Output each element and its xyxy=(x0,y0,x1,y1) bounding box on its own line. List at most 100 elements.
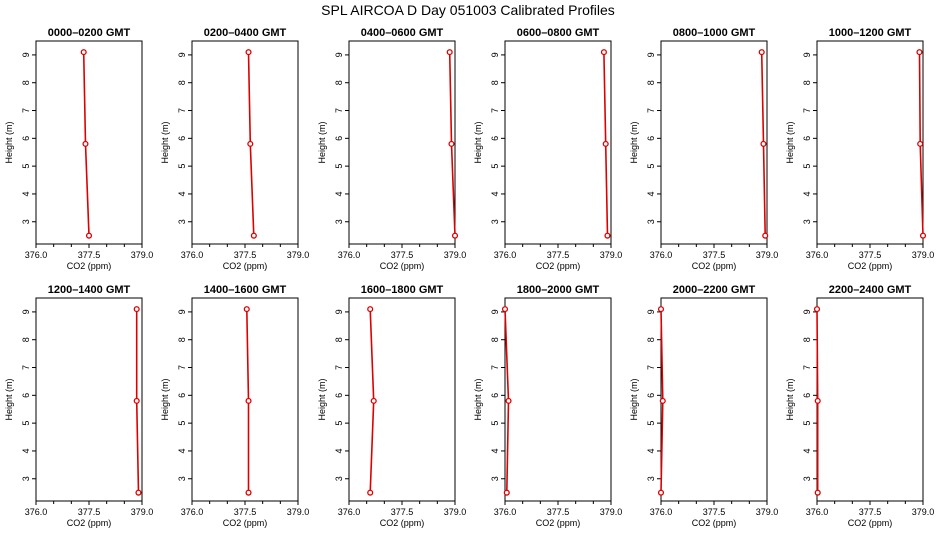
x-tick-label: 377.5 xyxy=(78,507,101,517)
x-tick-label: 379.0 xyxy=(756,250,779,260)
data-point xyxy=(82,140,89,147)
x-tick-label: 379.0 xyxy=(912,507,935,517)
data-point xyxy=(503,489,510,496)
y-axis-label: Height (m) xyxy=(317,378,327,420)
panel-title: 2000–2200 GMT xyxy=(673,284,756,296)
x-tick-label: 376.0 xyxy=(494,507,517,517)
y-axis-label: Height (m) xyxy=(4,121,14,163)
panel-11: 2000–2200 GMT 376.0 377.5 379.0 3 4 5 6 7 8 9 CO2 (… xyxy=(629,284,778,528)
y-tick-label: 7 xyxy=(21,108,31,113)
panel-9: 1600–1800 GMT 376.0 377.5 379.0 3 4 5 6 7 8 9 CO2 (… xyxy=(317,284,466,528)
x-tick-label: 377.5 xyxy=(547,507,570,517)
y-tick-label: 9 xyxy=(21,309,31,314)
panel-title: 2200–2400 GMT xyxy=(829,284,912,296)
y-tick-label: 4 xyxy=(177,191,187,196)
x-tick-label: 377.5 xyxy=(78,250,101,260)
data-point xyxy=(659,397,666,404)
y-tick-label: 5 xyxy=(490,164,500,169)
y-tick-label: 6 xyxy=(177,136,187,141)
y-tick-label: 5 xyxy=(177,421,187,426)
y-tick-label: 5 xyxy=(802,164,812,169)
y-tick-label: 3 xyxy=(334,219,344,224)
x-tick-label: 376.0 xyxy=(338,507,361,517)
y-axis-label: Height (m) xyxy=(160,378,170,420)
plot-frame xyxy=(660,40,768,245)
data-point xyxy=(604,232,611,239)
x-tick-label: 376.0 xyxy=(806,250,829,260)
x-tick-label: 377.5 xyxy=(703,507,726,517)
plot-frame xyxy=(816,297,924,502)
x-tick-label: 379.0 xyxy=(131,250,154,260)
y-tick-label: 7 xyxy=(646,365,656,370)
data-point xyxy=(917,140,924,147)
panel-title: 1400–1600 GMT xyxy=(204,284,287,296)
y-tick-label: 3 xyxy=(21,476,31,481)
y-tick-label: 4 xyxy=(490,448,500,453)
data-point xyxy=(135,489,142,496)
data-point xyxy=(133,397,140,404)
x-axis-label: CO2 (ppm) xyxy=(223,518,268,528)
y-tick-label: 8 xyxy=(21,80,31,85)
y-tick-label: 5 xyxy=(646,164,656,169)
data-point xyxy=(446,49,453,56)
y-tick-label: 8 xyxy=(490,337,500,342)
data-point xyxy=(245,489,252,496)
y-tick-label: 7 xyxy=(334,108,344,113)
y-tick-label: 8 xyxy=(21,337,31,342)
data-point xyxy=(370,397,377,404)
y-tick-label: 5 xyxy=(21,421,31,426)
y-tick-label: 7 xyxy=(177,108,187,113)
x-tick-label: 379.0 xyxy=(287,250,310,260)
y-tick-label: 9 xyxy=(21,52,31,57)
y-tick-label: 4 xyxy=(646,448,656,453)
y-tick-label: 7 xyxy=(177,365,187,370)
y-tick-label: 3 xyxy=(490,476,500,481)
y-tick-label: 7 xyxy=(490,365,500,370)
y-tick-label: 6 xyxy=(334,136,344,141)
data-point xyxy=(916,49,923,56)
y-tick-label: 7 xyxy=(802,108,812,113)
x-tick-label: 376.0 xyxy=(181,507,204,517)
y-tick-label: 7 xyxy=(802,365,812,370)
panel-title: 1800–2000 GMT xyxy=(517,284,600,296)
y-tick-label: 3 xyxy=(646,476,656,481)
y-tick-label: 5 xyxy=(177,164,187,169)
panel-title: 0800–1000 GMT xyxy=(673,27,756,39)
plot-frame xyxy=(191,297,299,502)
y-tick-label: 3 xyxy=(177,219,187,224)
y-tick-label: 8 xyxy=(802,80,812,85)
y-tick-label: 8 xyxy=(646,80,656,85)
plot-frame xyxy=(348,297,456,502)
y-axis-label: Height (m) xyxy=(629,378,639,420)
x-tick-label: 377.5 xyxy=(391,250,414,260)
panel-1: 0000–0200 GMT 376.0 377.5 379.0 3 4 5 6 7 8 9 CO2 (… xyxy=(4,27,153,271)
y-tick-label: 8 xyxy=(334,337,344,342)
x-tick-label: 377.5 xyxy=(234,507,257,517)
x-tick-label: 379.0 xyxy=(600,250,623,260)
y-tick-label: 5 xyxy=(21,164,31,169)
panel-2: 0200–0400 GMT 376.0 377.5 379.0 3 4 5 6 7 8 9 CO2 (… xyxy=(160,27,309,271)
x-tick-label: 379.0 xyxy=(131,507,154,517)
y-tick-label: 9 xyxy=(334,309,344,314)
x-tick-label: 376.0 xyxy=(25,250,48,260)
panel-title: 0200–0400 GMT xyxy=(204,27,287,39)
y-tick-label: 4 xyxy=(802,191,812,196)
panel-12: 2200–2400 GMT 376.0 377.5 379.0 3 4 5 6 7 8 9 CO2 (… xyxy=(785,284,934,528)
y-axis-label: Height (m) xyxy=(629,121,639,163)
x-tick-label: 376.0 xyxy=(25,507,48,517)
panel-7: 1200–1400 GMT 376.0 377.5 379.0 3 4 5 6 7 8 9 CO2 (… xyxy=(4,284,153,528)
data-point xyxy=(813,306,821,313)
data-point xyxy=(505,397,512,404)
y-tick-label: 4 xyxy=(646,191,656,196)
y-tick-label: 3 xyxy=(802,219,812,224)
y-tick-label: 4 xyxy=(802,448,812,453)
data-point xyxy=(80,49,87,56)
x-axis-label: CO2 (ppm) xyxy=(380,518,425,528)
data-point xyxy=(657,306,665,313)
plot-frame xyxy=(504,297,612,502)
y-tick-label: 5 xyxy=(334,421,344,426)
y-tick-label: 9 xyxy=(646,52,656,57)
plot-frame xyxy=(660,297,768,502)
y-tick-label: 3 xyxy=(21,219,31,224)
